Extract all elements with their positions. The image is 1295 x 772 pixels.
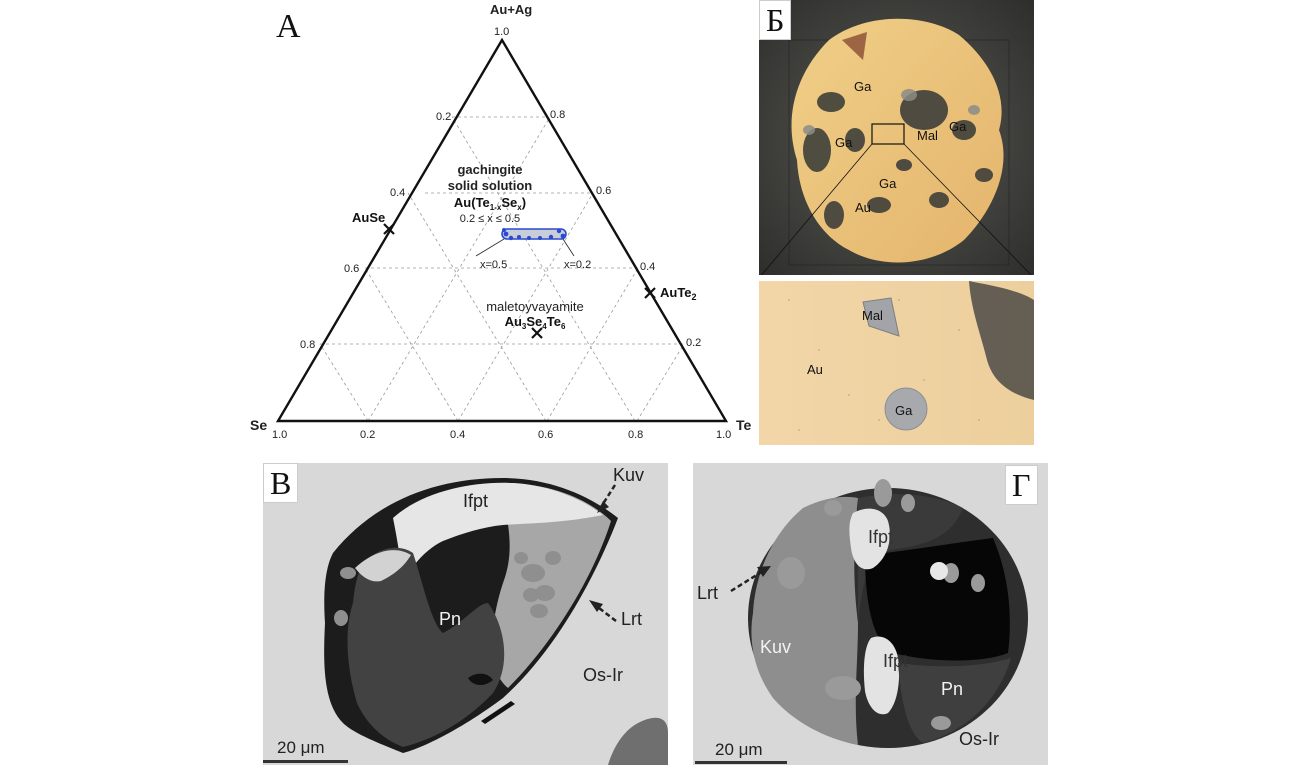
ifpt-upper	[849, 508, 890, 570]
bottom-tick-3: 0.8	[628, 429, 643, 441]
kuv-region	[492, 483, 611, 688]
panel-b-photo: Ga Mal Ga Ga Ga Au Mal Au Ga Б	[759, 0, 1034, 445]
neighbor-grain	[608, 717, 668, 765]
x02-label: x=0.2	[564, 259, 591, 271]
bottom-tick-2: 0.6	[538, 429, 553, 441]
panel-letter-b: Б	[759, 0, 792, 40]
g-scale-label: 20 μm	[715, 740, 763, 759]
gachingite-line1: gachingite	[457, 162, 522, 177]
panel-v-bse-image: Ifpt Kuv Pn Lrt Os-Ir 20 μm В	[263, 463, 668, 765]
b-label-mal: Mal	[917, 128, 938, 143]
leader-x05	[475, 238, 505, 257]
ause-label: AuSe	[352, 210, 385, 225]
dark-region	[969, 281, 1034, 400]
b-label-ga-2: Ga	[949, 119, 967, 134]
aute2-marker	[644, 287, 656, 299]
lrt-arrow	[730, 569, 764, 593]
g-label-lrt: Lrt	[697, 583, 718, 603]
maletoyvayamite-marker	[531, 327, 543, 339]
analysis-points	[502, 228, 566, 241]
ifpt-lower	[863, 636, 900, 715]
v-label-lrt: Lrt	[621, 609, 642, 629]
panel-g-svg: Ifpt Lrt Kuv Ifpt Pn Os-Ir 20 μm	[693, 463, 1048, 765]
grid-lines	[319, 116, 685, 422]
b-label-ga-4: Ga	[879, 176, 897, 191]
lrt-grains	[777, 479, 985, 730]
gachingite-range: 0.2 ≤ x ≤ 0.5	[460, 213, 520, 225]
panel-letter-v: В	[263, 463, 299, 503]
panel-letter-g: Г	[1005, 465, 1038, 505]
maletoyvayamite-name: maletoyvayamite	[486, 299, 584, 314]
g-label-osir: Os-Ir	[959, 729, 999, 749]
ga-inclusion	[884, 387, 928, 431]
right-tick-0: 0.8	[550, 109, 565, 121]
b-label-au: Au	[855, 200, 871, 215]
gachingite-formula: Au(Te1-xSex)	[454, 195, 526, 212]
left-tick-3: 0.8	[300, 339, 315, 351]
right-tick-1: 0.6	[596, 185, 611, 197]
g-label-kuv: Kuv	[760, 637, 791, 657]
left-tick-0: 0.2	[436, 111, 451, 123]
v-scale-label: 20 μm	[277, 738, 325, 757]
apex-top-label: Au+Ag	[490, 2, 532, 17]
bottom-tick-1: 0.4	[450, 429, 465, 441]
g-label-ifpt-2: Ifpt	[883, 651, 908, 671]
leader-x02	[562, 238, 575, 257]
b-zoom-label-ga: Ga	[895, 403, 913, 418]
mal-inclusion	[862, 297, 900, 337]
panel-b-svg: Ga Mal Ga Ga Ga Au Mal Au Ga	[759, 0, 1034, 445]
panel-a-ternary-diagram: А Au+Ag 1.0 Se 1.0 Te 1.0 0.2	[240, 0, 760, 450]
right-tick-2: 0.4	[640, 261, 655, 273]
bottom-tick-0: 0.2	[360, 429, 375, 441]
kuv-arrow	[599, 484, 617, 508]
v-label-pn: Pn	[439, 609, 461, 629]
pn-region	[347, 547, 505, 747]
apex-left-label: Se	[250, 417, 267, 433]
left-tick-2: 0.6	[344, 263, 359, 275]
lrt-arrow	[594, 604, 617, 622]
g-scale-bar	[695, 761, 787, 764]
right-tick-3: 0.2	[686, 337, 701, 349]
lrt-grains	[334, 551, 561, 626]
maletoyvayamite-formula: Au3Se4Te6	[505, 314, 566, 331]
zoom-box	[871, 123, 905, 145]
panel-v-svg: Ifpt Kuv Pn Lrt Os-Ir 20 μm	[263, 463, 668, 765]
left-tick-1: 0.4	[390, 187, 405, 199]
g-label-pn: Pn	[941, 679, 963, 699]
v-scale-bar	[263, 760, 348, 763]
ternary-triangle	[275, 37, 729, 423]
ternary-svg: Au+Ag 1.0 Se 1.0 Te 1.0 0.2 0.4 0.6 0.8 …	[250, 2, 752, 441]
aute2-label: AuTe2	[660, 285, 697, 302]
b-zoom-label-mal: Mal	[862, 308, 883, 323]
apex-right-label: Te	[736, 417, 752, 433]
panel-g-bse-image: Ifpt Lrt Kuv Ifpt Pn Os-Ir 20 μm Г	[693, 463, 1048, 765]
x05-label: x=0.5	[480, 259, 507, 271]
gachingite-line2: solid solution	[448, 178, 533, 193]
v-label-kuv: Kuv	[613, 465, 644, 485]
b-zoom-label-au: Au	[807, 362, 823, 377]
pn-region	[898, 658, 1011, 743]
ifpt-region	[393, 482, 603, 583]
v-label-osir: Os-Ir	[583, 665, 623, 685]
ause-marker	[383, 223, 395, 235]
black-void	[865, 538, 1010, 661]
v-label-ifpt: Ifpt	[463, 491, 488, 511]
apex-top-value: 1.0	[494, 26, 509, 38]
b-label-ga-1: Ga	[854, 79, 872, 94]
g-label-ifpt-1: Ifpt	[868, 527, 893, 547]
apex-left-value: 1.0	[272, 429, 287, 441]
apex-right-value: 1.0	[716, 429, 731, 441]
gold-grain	[791, 18, 1004, 263]
b-label-ga-3: Ga	[835, 135, 853, 150]
panel-letter-a: А	[276, 8, 301, 45]
